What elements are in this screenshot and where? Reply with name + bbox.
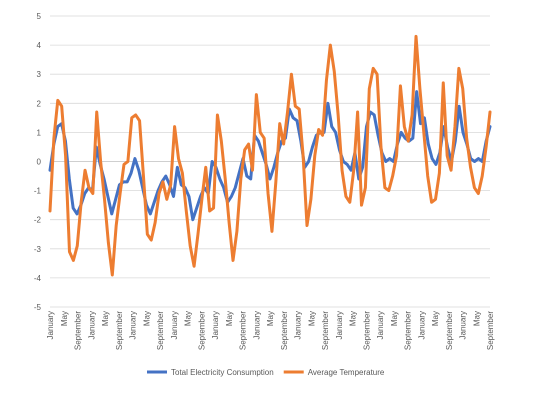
x-axis-ticks: January May September January May September Ja… xyxy=(46,311,495,350)
x-tick-label: January xyxy=(129,311,138,339)
x-tick-label: May xyxy=(142,311,151,326)
y-tick-label: -5 xyxy=(34,303,42,312)
x-tick-label: January xyxy=(376,311,385,339)
x-tick-label: January xyxy=(170,311,179,339)
x-tick-label: September xyxy=(115,311,124,350)
legend-label: Total Electricity Consumption xyxy=(171,368,274,377)
x-tick-label: January xyxy=(417,311,426,339)
y-tick-label: 2 xyxy=(37,99,42,108)
x-tick-label: September xyxy=(404,311,413,350)
series-line xyxy=(48,90,492,222)
y-tick-label: 4 xyxy=(37,41,42,50)
x-tick-label: September xyxy=(486,311,495,350)
x-tick-label: May xyxy=(266,311,275,326)
y-tick-label: -2 xyxy=(34,216,42,225)
x-tick-label: May xyxy=(431,311,440,326)
y-tick-label: 1 xyxy=(37,128,42,137)
y-tick-label: -3 xyxy=(34,245,42,254)
y-tick-label: -1 xyxy=(34,187,42,196)
x-tick-label: September xyxy=(197,311,206,350)
x-tick-label: January xyxy=(294,311,303,339)
series-line xyxy=(48,34,492,277)
y-tick-label: -4 xyxy=(34,274,42,283)
x-tick-label: January xyxy=(252,311,261,339)
x-tick-label: September xyxy=(362,311,371,350)
y-tick-label: 0 xyxy=(37,158,42,167)
y-tick-label: 5 xyxy=(37,12,42,21)
x-tick-label: September xyxy=(74,311,83,350)
x-tick-label: September xyxy=(445,311,454,350)
x-tick-label: January xyxy=(211,311,220,339)
x-tick-label: September xyxy=(280,311,289,350)
x-tick-label: May xyxy=(390,311,399,326)
x-tick-label: January xyxy=(46,311,55,339)
x-tick-label: May xyxy=(225,311,234,326)
x-tick-label: May xyxy=(307,311,316,326)
x-tick-label: September xyxy=(239,311,248,350)
y-tick-label: 3 xyxy=(37,70,42,79)
legend: Total Electricity Consumption Average Tem… xyxy=(147,368,385,377)
x-tick-label: May xyxy=(60,311,69,326)
legend-label: Average Temperature xyxy=(308,368,385,377)
x-tick-label: January xyxy=(335,311,344,339)
x-tick-label: September xyxy=(321,311,330,350)
x-tick-label: May xyxy=(472,311,481,326)
x-tick-label: January xyxy=(87,311,96,339)
series-lines xyxy=(48,34,492,277)
x-tick-label: September xyxy=(156,311,165,350)
gridlines xyxy=(50,15,490,308)
x-tick-label: May xyxy=(101,311,110,326)
x-tick-label: May xyxy=(184,311,193,326)
x-tick-label: January xyxy=(459,311,468,339)
x-tick-label: May xyxy=(349,311,358,326)
y-axis-ticks: -5 -4 -3 -2 -1 0 1 2 3 4 5 xyxy=(34,12,42,312)
